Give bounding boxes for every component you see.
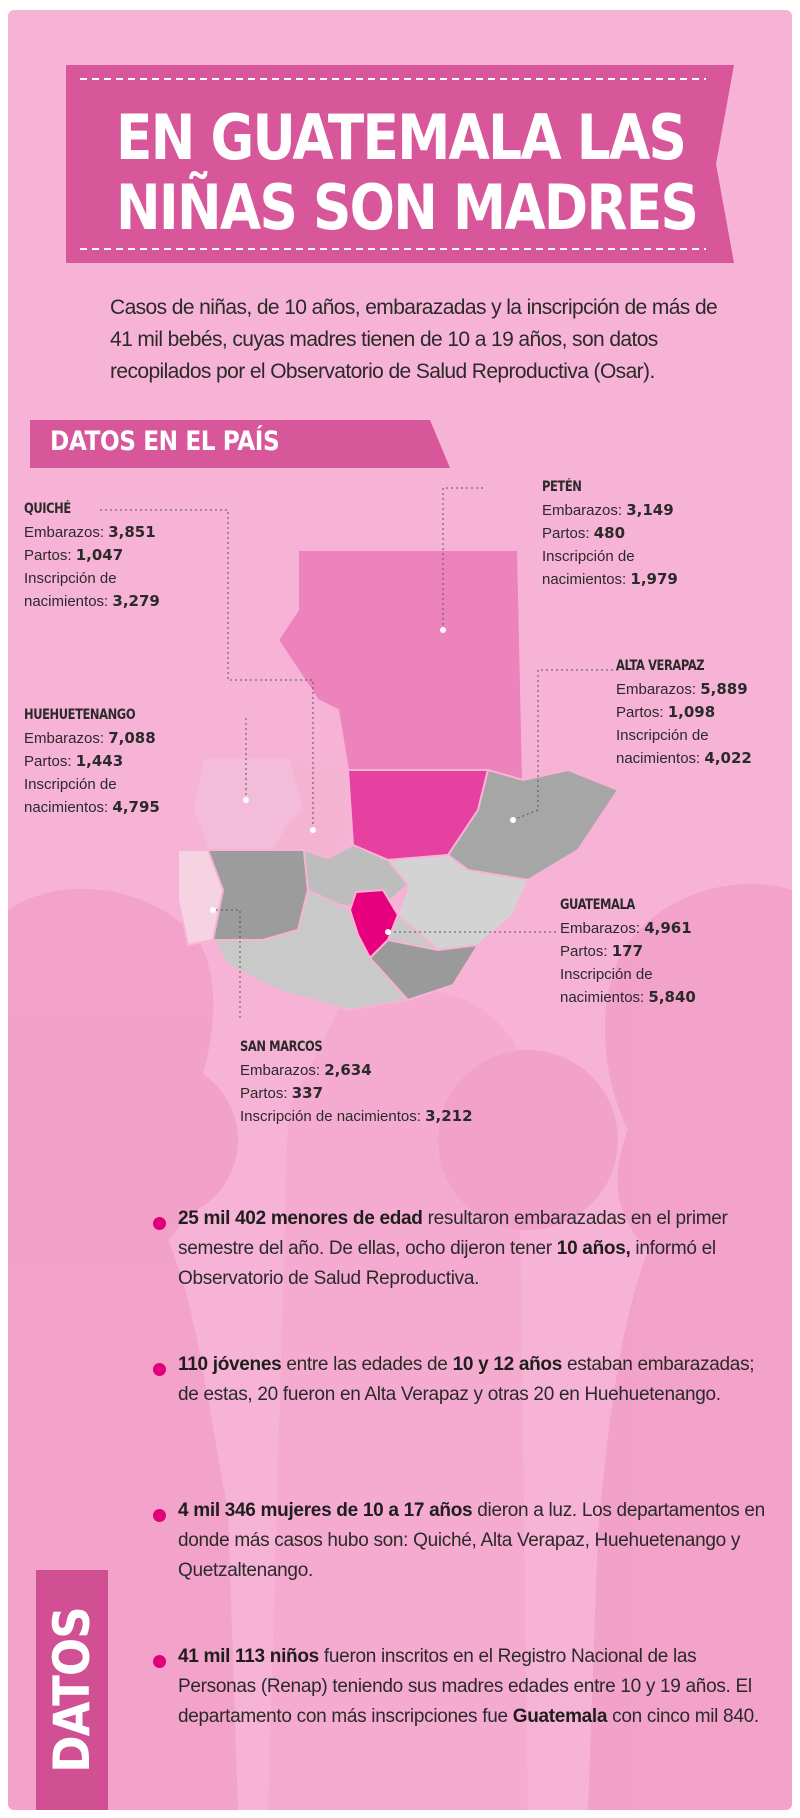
datos-side-label: DATOS	[43, 1607, 101, 1773]
bullet-dot	[153, 1655, 166, 1668]
section-title: DATOS EN EL PAÍS	[50, 426, 280, 457]
region-name: SAN MARCOS	[240, 1039, 323, 1055]
banner-shape	[66, 65, 734, 263]
region-name: PETÉN	[542, 479, 582, 495]
partos-value: 1,047	[75, 546, 124, 564]
region-card-alta-verapaz: ALTA VERAPAZ Embarazos: 5,889 Partos: 1,…	[616, 655, 752, 770]
fact-text: estaban embarazadas; de estas, 20 fueron…	[178, 1354, 755, 1405]
map-region-izabal	[447, 769, 619, 881]
region-card-quiche: QUICHÉ Embarazos: 3,851 Partos: 1,047 In…	[24, 498, 160, 613]
fact-item-3: 4 mil 346 mujeres de 10 a 17 años dieron…	[178, 1496, 768, 1586]
nacimientos-label: nacimientos:	[560, 989, 645, 1006]
partos-value: 337	[291, 1084, 324, 1102]
infographic-poster: EN GUATEMALA LAS NIÑAS SON MADRES Casos …	[8, 10, 792, 1810]
nacimientos-label: nacimientos:	[542, 571, 627, 588]
embarazos-value: 5,889	[700, 680, 748, 698]
fact-item-2: 110 jóvenes entre las edades de 10 y 12 …	[178, 1350, 768, 1410]
embarazos-label: Embarazos:	[24, 730, 105, 747]
partos-label: Partos:	[560, 943, 608, 960]
region-card-san-marcos: SAN MARCOS Embarazos: 2,634 Partos: 337 …	[240, 1036, 473, 1128]
partos-value: 1,098	[667, 703, 716, 721]
inscripcion-value: 4,022	[704, 749, 752, 767]
inscripcion-value: 1,979	[630, 570, 678, 588]
region-card-peten: PETÉN Embarazos: 3,149 Partos: 480 Inscr…	[542, 476, 678, 591]
inscripcion-value: 3,212	[425, 1107, 473, 1125]
fact-text: resultaron embarazadas en el primer seme…	[178, 1208, 728, 1259]
fact-text: dieron a luz. Los departamentos en donde…	[178, 1500, 765, 1581]
region-name: GUATEMALA	[560, 897, 635, 913]
inscripcion-value: 5,840	[648, 988, 696, 1006]
embarazos-value: 4,961	[644, 919, 692, 937]
nacimientos-label: nacimientos:	[24, 799, 109, 816]
fact-bold: 41 mil 113 niños	[178, 1646, 319, 1667]
intro-paragraph: Casos de niñas, de 10 años, embarazadas …	[110, 296, 718, 383]
nacimientos-label: nacimientos:	[24, 593, 109, 610]
page-title-line-1: EN GUATEMALA LAS	[116, 101, 687, 174]
partos-value: 1,443	[75, 752, 124, 770]
partos-label: Partos:	[542, 525, 590, 542]
partos-value: 177	[611, 942, 644, 960]
fact-bold: 25 mil 402 menores de edad	[178, 1208, 423, 1229]
inscripcion-label: Inscripción de	[542, 548, 635, 565]
fact-bold: 10 y 12 años	[452, 1354, 563, 1375]
embarazos-value: 3,149	[626, 501, 674, 519]
page-title-line-2: NIÑAS SON MADRES	[116, 171, 699, 244]
inscripcion-label: Inscripción de	[24, 776, 117, 793]
inscripcion-value: 4,795	[112, 798, 160, 816]
section-tag-shape	[30, 420, 450, 468]
map-region-west	[207, 849, 309, 941]
fact-bold: Guatemala	[512, 1706, 608, 1727]
inscripcion-label: Inscripción de	[616, 727, 709, 744]
inscripcion-label: Inscripción de	[560, 966, 653, 983]
fact-bold: 110 jóvenes	[178, 1354, 282, 1375]
partos-label: Partos:	[24, 753, 72, 770]
embarazos-value: 7,088	[108, 729, 156, 747]
datos-side-tab: DATOS	[36, 1570, 108, 1810]
partos-label: Partos:	[240, 1085, 288, 1102]
embarazos-label: Embarazos:	[240, 1062, 321, 1079]
inscripcion-label: Inscripción de	[24, 570, 117, 587]
inscripcion-label: Inscripción de nacimientos:	[240, 1108, 421, 1125]
fact-text: entre las edades de	[281, 1354, 453, 1375]
fact-bold: 4 mil 346 mujeres de 10 a 17 años	[178, 1500, 473, 1521]
map-region-east	[387, 854, 529, 951]
fact-text: informó el Observatorio de Salud Reprodu…	[178, 1238, 716, 1289]
region-name: HUEHUETENANGO	[24, 707, 136, 723]
fact-bold: 10 años,	[556, 1238, 631, 1259]
fact-text: fueron inscritos en el Registro Nacional…	[178, 1646, 752, 1727]
embarazos-label: Embarazos:	[616, 681, 697, 698]
inscripcion-value: 3,279	[112, 592, 160, 610]
embarazos-label: Embarazos:	[24, 524, 105, 541]
fact-text: con cinco mil 840.	[607, 1706, 759, 1727]
partos-label: Partos:	[24, 547, 72, 564]
guatemala-map	[100, 487, 619, 1018]
embarazos-value: 2,634	[324, 1061, 372, 1079]
partos-label: Partos:	[616, 704, 664, 721]
region-name: ALTA VERAPAZ	[616, 658, 705, 674]
partos-value: 480	[593, 524, 626, 542]
section-tag: DATOS EN EL PAÍS	[30, 420, 450, 468]
bullet-dot	[153, 1509, 166, 1522]
map-region-peten	[277, 549, 524, 781]
region-card-guatemala: GUATEMALA Embarazos: 4,961 Partos: 177 I…	[560, 894, 696, 1009]
fact-item-4: 41 mil 113 niños fueron inscritos en el …	[178, 1642, 768, 1732]
embarazos-label: Embarazos:	[542, 502, 623, 519]
title-banner: EN GUATEMALA LAS NIÑAS SON MADRES	[66, 65, 734, 263]
region-card-huehuetenango: HUEHUETENANGO Embarazos: 7,088 Partos: 1…	[24, 704, 160, 819]
embarazos-label: Embarazos:	[560, 920, 641, 937]
fact-item-1: 25 mil 402 menores de edad resultaron em…	[178, 1204, 768, 1294]
nacimientos-label: nacimientos:	[616, 750, 701, 767]
region-name: QUICHÉ	[24, 501, 71, 517]
embarazos-value: 3,851	[108, 523, 156, 541]
bullet-dot	[153, 1217, 166, 1230]
bullet-dot	[153, 1363, 166, 1376]
map-region-south	[369, 939, 479, 1001]
